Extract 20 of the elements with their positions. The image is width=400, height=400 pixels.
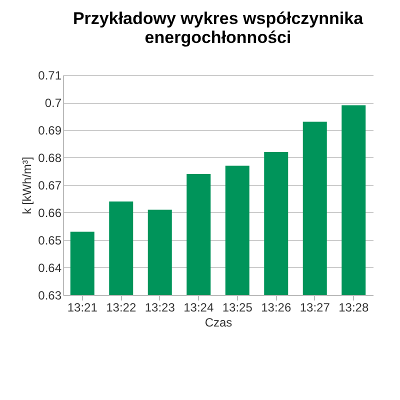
y-tick-label: 0.66	[38, 206, 62, 220]
x-tick-label: 13:23	[144, 300, 176, 314]
y-tick-label: 0.67	[38, 178, 62, 192]
y-tick-label: 0.64	[38, 261, 62, 275]
y-tick-label: 0.68	[38, 151, 62, 165]
y-tick-label: 0.65	[38, 234, 62, 248]
y-tick-label: 0.71	[38, 68, 62, 82]
y-tick-label: 0.63	[38, 288, 62, 302]
x-tick-label: 13:21	[67, 300, 98, 314]
y-tick-label: 0.7	[44, 96, 62, 110]
y-tick-label: 0.69	[38, 124, 62, 138]
y-axis-title: k [kWh/m³]	[20, 156, 34, 214]
x-tick-label: 13:24	[184, 300, 214, 314]
x-tick-label: 13:26	[261, 300, 292, 314]
x-tick-label: 13:28	[338, 300, 369, 314]
x-tick-label: 13:27	[300, 300, 330, 314]
x-tick-label: 13:22	[106, 300, 136, 314]
chart-title: Przykładowy wykres współczynnika energochłonności	[72, 9, 364, 47]
x-axis-title: Czas	[204, 316, 232, 330]
x-tick-label: 13:25	[222, 300, 253, 314]
